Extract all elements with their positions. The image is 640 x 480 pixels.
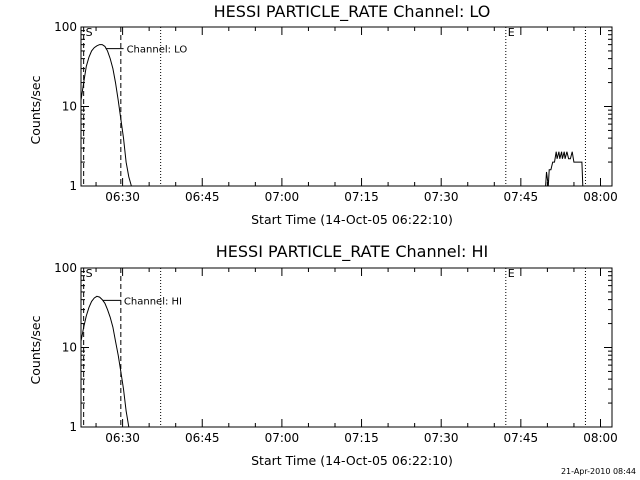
event-marker-label: S	[86, 267, 93, 280]
x-tick-label: 07:15	[344, 190, 379, 204]
event-marker-label: S	[86, 26, 93, 39]
y-tick-label: 10	[62, 341, 77, 355]
x-tick-label: 08:00	[583, 431, 618, 445]
x-tick-label: 07:00	[265, 431, 300, 445]
series-line	[80, 295, 130, 428]
y-tick-label: 1	[69, 179, 77, 193]
x-tick-label: 07:45	[504, 190, 539, 204]
y-tick-label: 100	[54, 261, 77, 275]
x-tick-label: 07:45	[504, 431, 539, 445]
x-tick-label: 07:00	[265, 190, 300, 204]
x-tick-label: 06:45	[185, 190, 220, 204]
chart-title: HESSI PARTICLE_RATE Channel: HI	[216, 242, 489, 262]
y-axis-label: Counts/sec	[28, 315, 43, 384]
x-tick-label: 07:15	[344, 431, 379, 445]
x-tick-label: 07:30	[424, 431, 459, 445]
y-axis-label: Counts/sec	[28, 75, 43, 144]
chart-title: HESSI PARTICLE_RATE Channel: LO	[214, 2, 491, 22]
legend-label: Channel: HI	[124, 296, 182, 307]
x-axis-label: Start Time (14-Oct-05 06:22:10)	[251, 453, 453, 468]
y-tick-label: 10	[62, 100, 77, 114]
chart-panel-hi: HESSI PARTICLE_RATE Channel: HI Counts/s…	[28, 242, 618, 468]
y-tick-label: 1	[69, 420, 77, 434]
chart-panel-lo: HESSI PARTICLE_RATE Channel: LO Counts/s…	[28, 2, 618, 227]
x-tick-label: 06:30	[105, 431, 140, 445]
legend-label: Channel: LO	[127, 45, 188, 56]
x-tick-label: 06:45	[185, 431, 220, 445]
event-marker-label: E	[508, 26, 515, 39]
x-axis-label: Start Time (14-Oct-05 06:22:10)	[251, 212, 453, 227]
x-tick-label: 06:30	[105, 190, 140, 204]
series-line	[80, 44, 584, 187]
x-tick-label: 08:00	[583, 190, 618, 204]
event-marker-label: E	[508, 267, 515, 280]
y-tick-label: 100	[54, 20, 77, 34]
footer-date: 21-Apr-2010 08:44	[561, 467, 636, 476]
x-tick-label: 07:30	[424, 190, 459, 204]
